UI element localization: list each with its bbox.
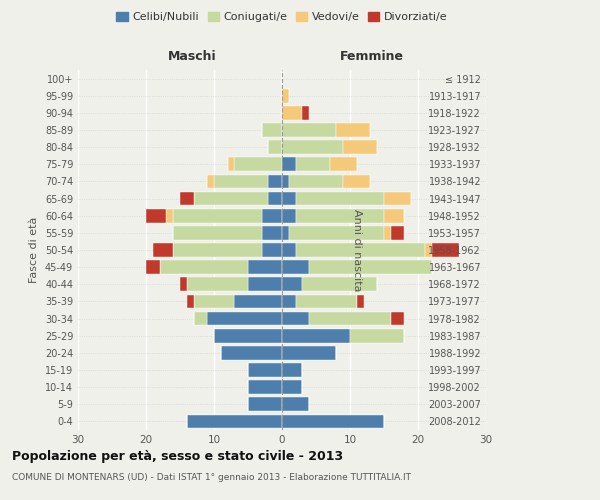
Bar (248, 278, 282, 291)
Bar (173, 226, 262, 239)
Bar (173, 243, 262, 257)
Bar (282, 278, 302, 291)
Bar (431, 243, 459, 257)
Y-axis label: Anni di nascita: Anni di nascita (352, 209, 362, 291)
Bar (296, 192, 384, 205)
Bar (282, 174, 289, 188)
Bar (309, 312, 391, 326)
Bar (282, 140, 343, 154)
Bar (262, 226, 282, 239)
Bar (187, 414, 282, 428)
Bar (268, 174, 282, 188)
Bar (166, 209, 173, 222)
Bar (248, 380, 282, 394)
Bar (337, 123, 370, 137)
Bar (214, 329, 282, 342)
Legend: Celibi/Nubili, Coniugati/e, Vedovi/e, Divorziati/e: Celibi/Nubili, Coniugati/e, Vedovi/e, Di… (112, 7, 452, 26)
Bar (296, 294, 357, 308)
Text: COMUNE DI MONTENARS (UD) - Dati ISTAT 1° gennaio 2013 - Elaborazione TUTTITALIA.: COMUNE DI MONTENARS (UD) - Dati ISTAT 1°… (12, 472, 411, 482)
Bar (425, 243, 431, 257)
Bar (194, 192, 268, 205)
Bar (194, 312, 207, 326)
Bar (207, 174, 214, 188)
Bar (289, 226, 384, 239)
Bar (282, 260, 309, 274)
Text: Maschi: Maschi (167, 50, 217, 62)
Bar (384, 192, 411, 205)
Bar (235, 158, 282, 171)
Bar (384, 209, 404, 222)
Bar (289, 174, 343, 188)
Text: Popolazione per età, sesso e stato civile - 2013: Popolazione per età, sesso e stato civil… (12, 450, 343, 463)
Bar (329, 158, 357, 171)
Bar (262, 123, 282, 137)
Bar (282, 398, 309, 411)
Bar (282, 209, 296, 222)
Bar (187, 294, 194, 308)
Bar (207, 312, 282, 326)
Bar (282, 312, 309, 326)
Bar (214, 174, 268, 188)
Bar (282, 106, 302, 120)
Bar (282, 346, 337, 360)
Bar (268, 192, 282, 205)
Bar (153, 243, 173, 257)
Bar (221, 346, 282, 360)
Bar (248, 363, 282, 377)
Bar (391, 312, 404, 326)
Bar (235, 294, 282, 308)
Bar (160, 260, 248, 274)
Bar (296, 209, 384, 222)
Bar (282, 329, 350, 342)
Bar (282, 380, 302, 394)
Bar (282, 363, 302, 377)
Bar (262, 243, 282, 257)
Bar (282, 89, 289, 102)
Bar (187, 278, 248, 291)
Bar (350, 329, 404, 342)
Bar (248, 398, 282, 411)
Bar (282, 192, 296, 205)
Y-axis label: Fasce di età: Fasce di età (29, 217, 39, 283)
Bar (343, 140, 377, 154)
Bar (282, 158, 296, 171)
Bar (146, 260, 160, 274)
Bar (384, 226, 391, 239)
Bar (173, 209, 262, 222)
Text: Femmine: Femmine (340, 50, 404, 62)
Bar (268, 140, 282, 154)
Bar (180, 278, 187, 291)
Bar (296, 158, 329, 171)
Bar (282, 123, 337, 137)
Bar (282, 414, 384, 428)
Bar (282, 294, 296, 308)
Bar (343, 174, 370, 188)
Bar (262, 209, 282, 222)
Bar (309, 260, 431, 274)
Bar (302, 106, 309, 120)
Bar (146, 209, 166, 222)
Bar (391, 226, 404, 239)
Bar (227, 158, 235, 171)
Bar (180, 192, 194, 205)
Bar (248, 260, 282, 274)
Bar (282, 243, 296, 257)
Bar (282, 226, 289, 239)
Bar (194, 294, 235, 308)
Bar (357, 294, 364, 308)
Bar (302, 278, 377, 291)
Bar (296, 243, 425, 257)
